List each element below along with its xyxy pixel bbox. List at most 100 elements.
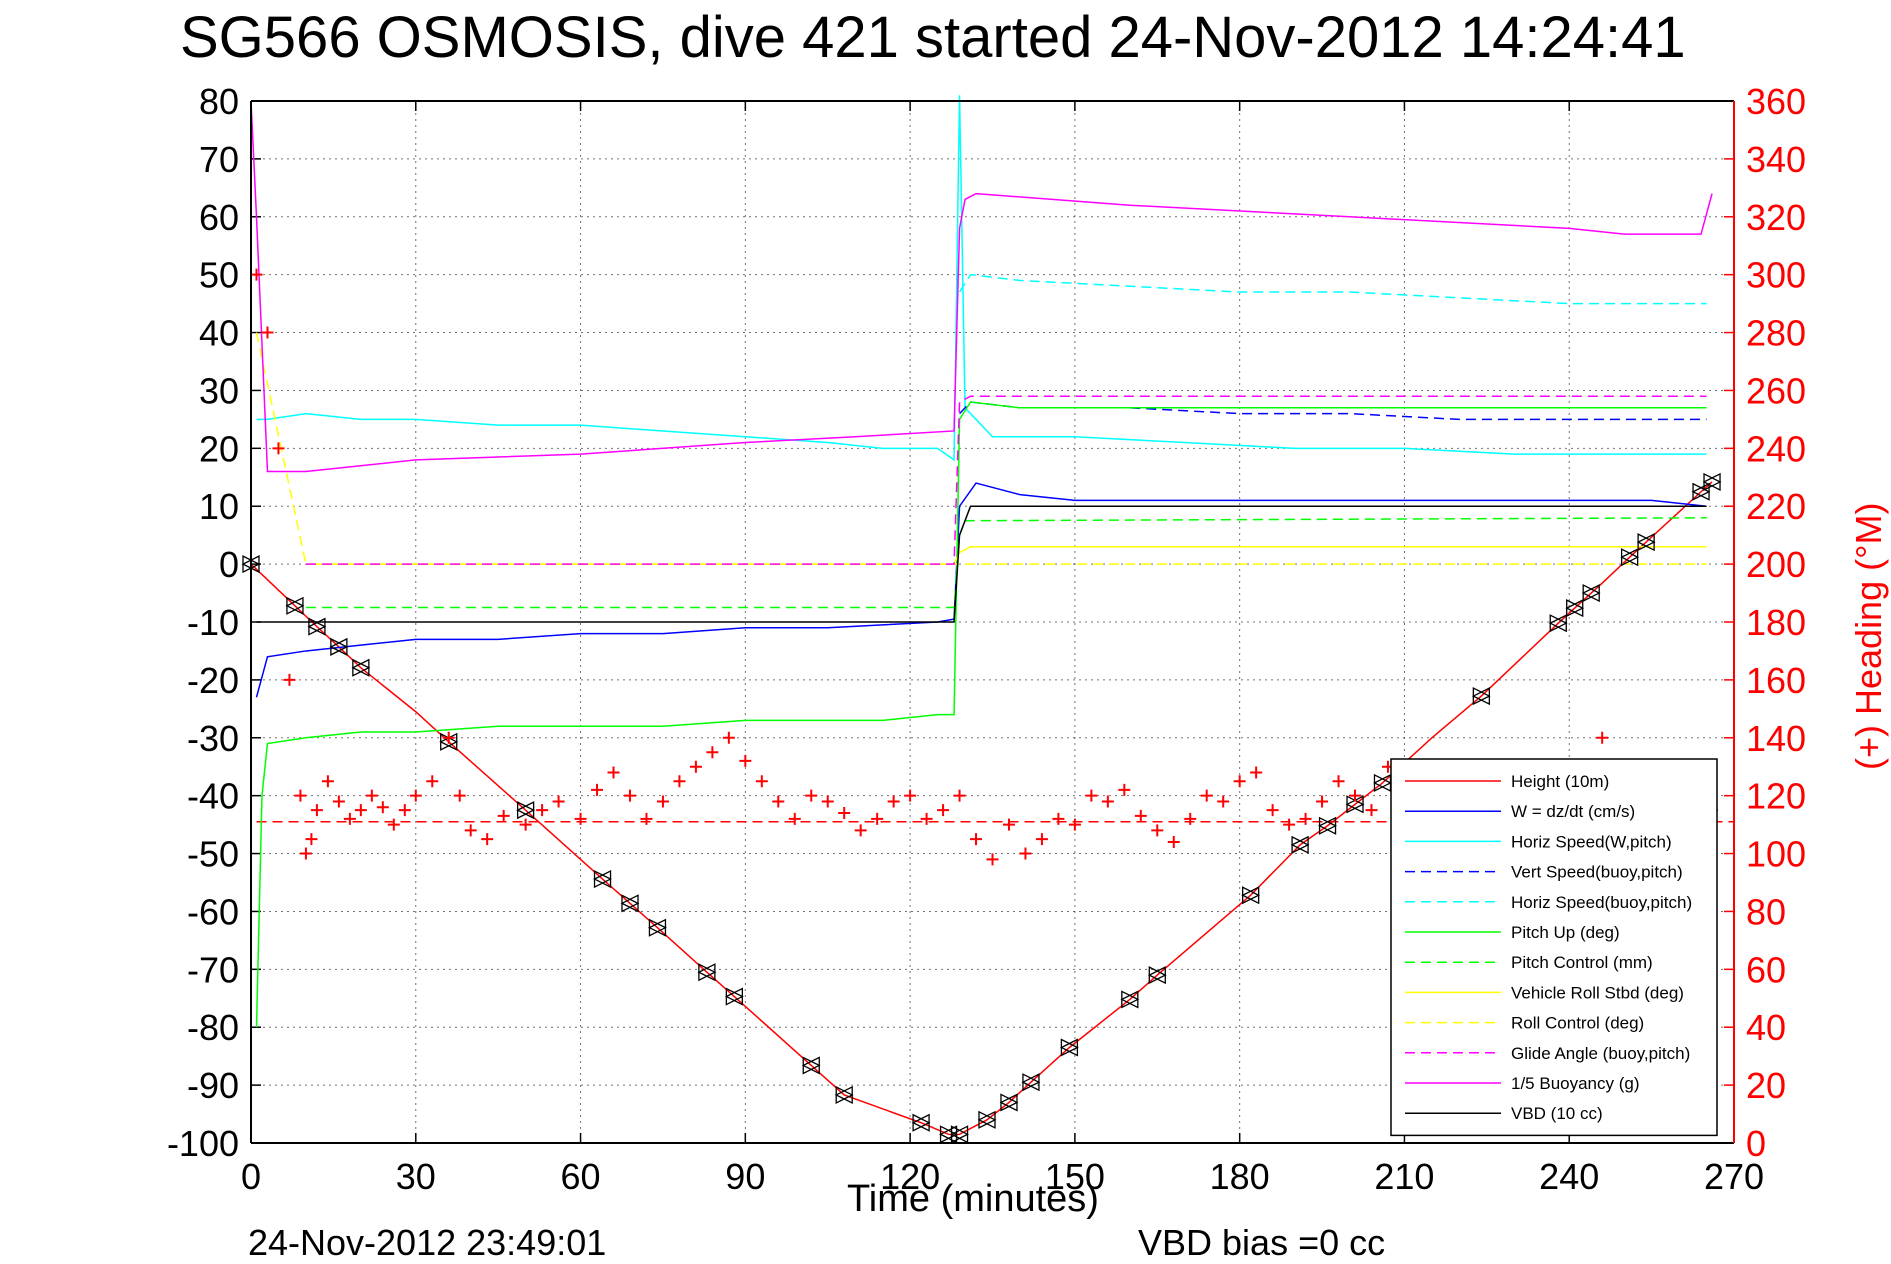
height-marker [647,918,667,937]
heading-point [354,804,367,817]
heading-point [970,833,983,846]
height-marker [1290,835,1309,854]
x-axis-label: Time (minutes) [847,1178,1099,1220]
y-right-tick-label: 80 [1746,891,1786,932]
heading-point [497,809,510,822]
heading-point [305,833,318,846]
heading-point [1283,818,1296,831]
heading-point [772,795,785,808]
heading-point [1101,795,1114,808]
legend-label: 1/5 Buoyancy (g) [1511,1074,1640,1093]
heading-point [343,812,356,825]
x-tick-label: 150 [1045,1156,1105,1197]
series-line [250,481,1713,1136]
height-marker [1059,1038,1079,1057]
x-tick-label: 90 [725,1156,765,1197]
heading-point [387,818,400,831]
legend-label: Horiz Speed(buoy,pitch) [1511,893,1692,912]
x-tick-label: 120 [880,1156,940,1197]
heading-point [854,824,867,837]
y-tick-label: -20 [187,660,239,701]
y-tick-label: 50 [199,255,239,296]
y-tick-label: 40 [199,313,239,354]
height-marker [697,963,716,982]
heading-point [1035,833,1048,846]
timestamp-label: 24-Nov-2012 23:49:01 [248,1222,607,1263]
y-right-tick-label: 340 [1746,139,1806,180]
heading-point [1184,812,1197,825]
y-right-tick-label: 220 [1746,486,1806,527]
heading-point [1365,804,1378,817]
heading-point [623,789,636,802]
height-marker [977,1110,996,1129]
height-marker [1147,966,1166,985]
legend: Height (10m) W = dz/dt (cm/s) Horiz Speed(… [1390,758,1718,1137]
heading-point [536,804,549,817]
height-marker [593,869,612,889]
height-marker [1318,816,1337,835]
height-marker [516,801,535,820]
y-right-tick-label: 200 [1746,544,1806,585]
heading-point [1151,824,1164,837]
heading-point [1250,766,1263,779]
y-tick-label: -70 [187,949,239,990]
legend-label: VBD (10 cc) [1511,1104,1603,1123]
heading-point [1134,809,1147,822]
heading-point [1002,818,1015,831]
heading-point [1349,789,1362,802]
y-right-tick-label: 0 [1746,1123,1766,1164]
height-marker [1702,472,1721,491]
heading-point [1052,812,1065,825]
y-tick-label: -50 [187,834,239,875]
height-marker [950,1125,969,1144]
y-tick-label: -80 [187,1007,239,1048]
height-marker [1581,584,1600,603]
heading-point [1332,775,1345,788]
x-tick-label: 180 [1210,1156,1270,1197]
heading-point [689,760,702,773]
y-tick-label: 20 [199,428,239,469]
heading-point [920,812,933,825]
heading-point [1167,835,1180,848]
y-tick-label: -10 [187,602,239,643]
heading-point [299,847,312,860]
y-right-tick-label: 140 [1746,718,1806,759]
series-line [255,482,1707,698]
x-tick-label: 0 [241,1156,261,1197]
series-line [255,401,1707,1028]
legend-label: Vehicle Roll Stbd (deg) [1511,983,1684,1002]
y-right-tick-label: 120 [1746,776,1806,817]
x-tick-label: 30 [396,1156,436,1197]
heading-point [1596,731,1609,744]
x-tick-label: 270 [1704,1156,1764,1197]
heading-point [332,795,345,808]
heading-point [1068,818,1081,831]
y-right-tick-label: 160 [1746,660,1806,701]
y-tick-label: -40 [187,776,239,817]
height-marker [285,596,304,615]
heading-point [986,853,999,866]
legend-label: Horiz Speed(W,pitch) [1511,832,1672,851]
heading-point [788,812,801,825]
height-marker [1241,886,1260,905]
legend-label: Roll Control (deg) [1511,1014,1644,1033]
heading-point [1217,795,1230,808]
y-tick-label: -100 [167,1123,239,1164]
series-line [305,395,1707,565]
y-right-tick-label: 240 [1746,428,1806,469]
y-tick-label: 60 [199,197,239,238]
heading-point [887,795,900,808]
heading-point [409,789,422,802]
height-marker [999,1093,1018,1112]
heading-point [937,804,950,817]
heading-point [821,795,834,808]
heading-point [755,775,768,788]
height-marker [351,658,370,677]
height-marker [1021,1073,1040,1092]
y-tick-label: 70 [199,139,239,180]
heading-point [640,812,653,825]
heading-point [871,812,884,825]
y-right-tick-label: 100 [1746,834,1806,875]
heading-point [365,789,378,802]
